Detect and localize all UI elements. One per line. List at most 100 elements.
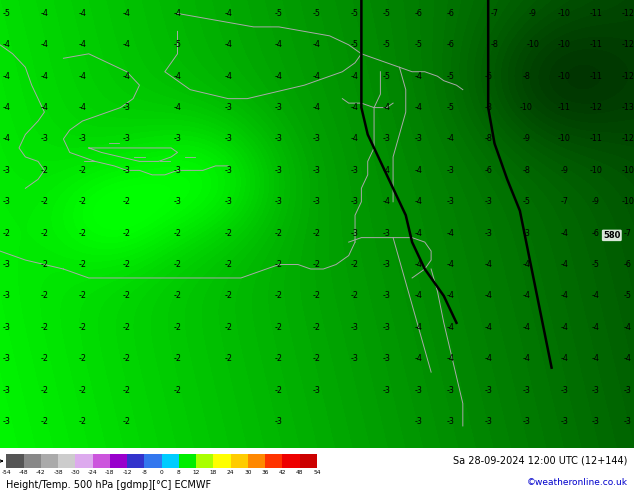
Text: -2: -2 [224, 292, 232, 300]
Text: -10: -10 [621, 166, 634, 175]
Text: -4: -4 [624, 354, 631, 363]
Text: -3: -3 [351, 197, 359, 206]
Text: -12: -12 [621, 9, 634, 18]
Text: -8: -8 [522, 72, 530, 81]
Text: -10: -10 [558, 9, 571, 18]
Text: -3: -3 [275, 197, 283, 206]
Text: -5: -5 [351, 40, 359, 49]
Text: -7: -7 [491, 9, 498, 18]
Text: 12: 12 [193, 470, 200, 475]
Text: -2: -2 [313, 229, 321, 238]
Text: -5: -5 [624, 292, 631, 300]
Text: -2: -2 [174, 386, 181, 394]
Text: -3: -3 [3, 386, 10, 394]
Text: -3: -3 [351, 229, 359, 238]
Text: -4: -4 [522, 323, 530, 332]
Text: -5: -5 [383, 72, 391, 81]
Text: -2: -2 [224, 354, 232, 363]
Text: 30: 30 [244, 470, 252, 475]
Text: -4: -4 [484, 292, 492, 300]
Text: -4: -4 [446, 292, 454, 300]
Text: -4: -4 [592, 354, 600, 363]
Text: -10: -10 [520, 103, 533, 112]
Text: -3: -3 [624, 386, 631, 394]
Text: -6: -6 [484, 72, 492, 81]
Text: -3: -3 [446, 166, 454, 175]
Text: -3: -3 [383, 229, 391, 238]
Text: -3: -3 [224, 134, 232, 144]
Text: -2: -2 [79, 354, 86, 363]
Text: -3: -3 [79, 134, 86, 144]
Text: -3: -3 [446, 197, 454, 206]
Text: -10: -10 [558, 134, 571, 144]
Text: -2: -2 [79, 292, 86, 300]
Text: -3: -3 [351, 323, 359, 332]
Text: -3: -3 [3, 292, 10, 300]
Text: -4: -4 [224, 40, 232, 49]
Text: -42: -42 [36, 470, 46, 475]
Text: -2: -2 [351, 292, 359, 300]
Text: -6: -6 [446, 40, 454, 49]
Text: -4: -4 [79, 72, 86, 81]
Text: -11: -11 [590, 72, 602, 81]
Text: -3: -3 [624, 417, 631, 426]
Text: -3: -3 [484, 229, 492, 238]
Text: -3: -3 [224, 197, 232, 206]
Text: -2: -2 [123, 354, 131, 363]
Text: -3: -3 [351, 166, 359, 175]
Text: -4: -4 [123, 40, 131, 49]
Text: 48: 48 [296, 470, 304, 475]
Text: -4: -4 [224, 9, 232, 18]
Text: -3: -3 [224, 103, 232, 112]
Text: -6: -6 [624, 260, 631, 269]
Text: -4: -4 [313, 103, 321, 112]
Text: -12: -12 [621, 40, 634, 49]
Text: -2: -2 [79, 417, 86, 426]
Text: -8: -8 [484, 134, 492, 144]
Text: -4: -4 [522, 292, 530, 300]
Text: -2: -2 [174, 229, 181, 238]
Text: -10: -10 [590, 166, 602, 175]
Text: -4: -4 [79, 40, 86, 49]
Text: 42: 42 [279, 470, 286, 475]
Text: -4: -4 [415, 166, 422, 175]
Text: 8: 8 [177, 470, 181, 475]
Text: -5: -5 [351, 9, 359, 18]
Text: -4: -4 [522, 260, 530, 269]
Text: -2: -2 [79, 197, 86, 206]
Text: -2: -2 [275, 229, 283, 238]
Text: 18: 18 [210, 470, 217, 475]
Text: -8: -8 [522, 166, 530, 175]
Text: -2: -2 [41, 197, 48, 206]
Text: -9: -9 [522, 134, 530, 144]
Text: -3: -3 [560, 417, 568, 426]
Text: -11: -11 [590, 134, 602, 144]
Text: -3: -3 [383, 386, 391, 394]
Text: -5: -5 [446, 103, 454, 112]
Text: -11: -11 [590, 9, 602, 18]
Bar [300, 454, 317, 468]
Text: -2: -2 [174, 292, 181, 300]
Text: -3: -3 [3, 323, 10, 332]
Text: -4: -4 [174, 103, 181, 112]
Text: -4: -4 [415, 292, 422, 300]
Text: 580: 580 [603, 231, 621, 240]
Text: -4: -4 [351, 103, 359, 112]
Text: -5: -5 [592, 260, 600, 269]
Text: -2: -2 [79, 229, 86, 238]
Text: Sa 28-09-2024 12:00 UTC (12+144): Sa 28-09-2024 12:00 UTC (12+144) [453, 455, 628, 465]
Text: -8: -8 [484, 103, 492, 112]
Text: -2: -2 [3, 229, 10, 238]
Text: -5: -5 [174, 40, 181, 49]
Text: -2: -2 [275, 260, 283, 269]
Text: -12: -12 [590, 103, 602, 112]
Text: -2: -2 [224, 323, 232, 332]
Text: -2: -2 [123, 260, 131, 269]
Text: -4: -4 [560, 229, 568, 238]
Text: -3: -3 [415, 417, 422, 426]
Bar [196, 454, 214, 468]
Text: -3: -3 [383, 134, 391, 144]
Text: -4: -4 [79, 9, 86, 18]
Text: -4: -4 [3, 72, 10, 81]
Bar [265, 454, 283, 468]
